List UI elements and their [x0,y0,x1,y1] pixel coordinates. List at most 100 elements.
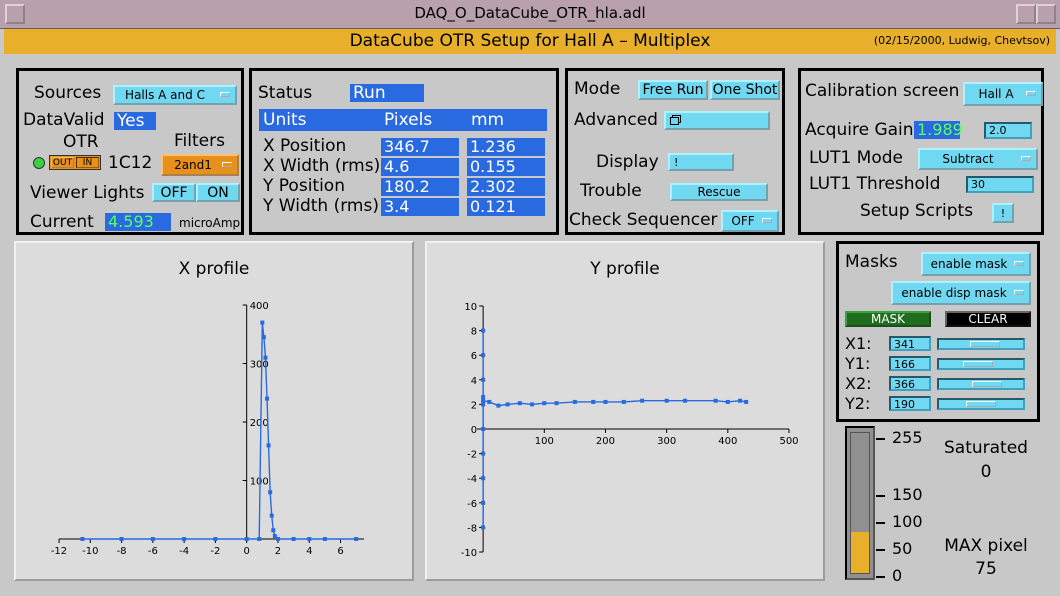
mask-row-input[interactable]: 341 [889,336,931,351]
data-point [354,537,359,541]
calibration-menu[interactable]: Hall A [963,82,1043,106]
one-shot-button[interactable]: One Shot [710,80,780,100]
status-value: Run [350,84,424,102]
otr-out-button[interactable]: OUT [51,157,74,168]
window-titlebar[interactable]: DAQ_O_DataCube_OTR_hla.adl [0,0,1060,29]
y-profile-plot: Y profile 100 200 300 400 500 -10 -8 -6 -4 -2 0 2 4 6… [425,241,825,581]
x-tick-label: 6 [337,546,343,557]
app-title: DataCube OTR Setup for Hall A – Multiple… [349,31,711,51]
masks-label: Masks [845,252,898,272]
saturation-meter-fill [850,532,870,574]
menu-indicator-icon [762,218,772,223]
menu-indicator-icon [1021,156,1031,161]
data-point [322,537,327,541]
status-label: Status [258,83,313,103]
related-display-icon [670,116,679,125]
lut1-threshold-input[interactable]: 30 [966,176,1034,193]
datavalid-label: DataValid [23,110,105,130]
sources-menu[interactable]: Halls A and C [113,85,237,105]
otr-toggle[interactable]: OUT IN [49,155,101,170]
lut1-mode-label: LUT1 Mode [809,148,903,168]
x-tick-label: 100 [535,436,554,447]
row-mm: 1.236 [467,138,545,156]
check-sequencer-menu[interactable]: OFF [721,210,779,232]
y-tick-label: -8 [467,523,477,534]
minimize-button[interactable] [1016,4,1036,24]
meter-tick [876,494,885,497]
slider-knob[interactable] [963,361,994,367]
lut1-threshold-label: LUT1 Threshold [809,174,941,194]
data-point [213,537,218,541]
meter-tick-label: 100 [892,511,923,531]
lut1-mode-menu[interactable]: Subtract [918,148,1038,170]
saturation-meter [845,426,875,580]
enable-disp-mask-menu[interactable]: enable disp mask [891,281,1031,305]
masks-panel: Masks enable mask enable disp mask MASK … [836,241,1040,422]
meter-tick-label: 255 [892,428,923,447]
setup-scripts-button[interactable]: ! [992,203,1014,223]
data-point [640,398,645,403]
mask-button[interactable]: MASK [845,311,931,327]
sources-value: Halls A and C [125,88,205,102]
data-point [505,402,510,407]
mask-row-slider[interactable] [937,398,1025,410]
col-pixels: Pixels [384,110,433,130]
data-point [530,402,535,407]
x-tick-label: 200 [596,436,615,447]
slider-knob[interactable] [970,341,1001,347]
current-value: 4.593 [105,213,171,231]
rescue-button[interactable]: Rescue [670,183,768,201]
data-point [517,401,522,406]
y-tick-label: -6 [467,499,477,510]
window-menu-button[interactable] [5,4,25,24]
x-profile-title: X profile [178,259,250,279]
check-sequencer-label: Check Sequencer [569,210,718,230]
mask-row-slider[interactable] [937,338,1025,350]
filters-menu[interactable]: 2and1 [161,154,239,176]
y-tick-label: 300 [250,360,269,371]
y-tick-label: 2 [471,400,477,411]
meter-tick [876,438,885,440]
calibration-value: Hall A [978,87,1014,101]
y-profile-chart: 100 200 300 400 500 -10 -8 -6 -4 -2 0 2 4 6 8 10 [461,302,799,559]
mask-row-input[interactable]: 166 [889,356,931,371]
data-point [621,399,626,404]
datavalid-value: Yes [114,112,156,130]
x-tick-label: 300 [657,436,676,447]
otr-in-button[interactable]: IN [76,157,99,168]
mask-row-label: Y2: [845,394,871,413]
viewer-on-button[interactable]: ON [196,183,240,202]
free-run-button[interactable]: Free Run [638,80,708,100]
enable-mask-menu[interactable]: enable mask [921,252,1031,276]
y-tick-label: 400 [250,301,269,312]
acquire-gain-input[interactable]: 2.0 [984,122,1032,139]
max-pixel-label: MAX pixel [944,536,1028,556]
mask-row-slider[interactable] [937,378,1025,390]
y-tick-label: -10 [461,548,477,559]
data-point [481,377,486,382]
mask-row-input[interactable]: 190 [889,396,931,411]
viewer-off-button[interactable]: OFF [152,183,196,202]
row-pixels: 3.4 [381,198,459,216]
menu-indicator-icon [220,92,230,97]
advanced-button[interactable] [664,111,770,130]
meter-tick [876,548,885,551]
data-point [683,398,687,403]
data-point [591,399,596,404]
y-tick-label: -2 [467,450,477,461]
menu-indicator-icon [1014,290,1024,295]
acquire-gain-label: Acquire Gain [805,120,914,140]
data-point [713,398,718,403]
display-button[interactable]: ! [668,153,734,171]
slider-knob[interactable] [972,381,1003,387]
clear-button[interactable]: CLEAR [945,311,1031,327]
x-profile-plot: X profile -12 -10 -8 -6 -4 -2 0 2 4 6 100 200 300 400 [14,241,414,581]
data-point [481,395,486,400]
mask-row-slider[interactable] [937,358,1025,370]
maximize-button[interactable] [1036,4,1056,24]
mask-row-input[interactable]: 366 [889,376,931,391]
slider-knob[interactable] [966,401,996,407]
y-tick-label: 8 [471,327,477,338]
filters-value: 2and1 [174,158,212,172]
status-table-header: Units Pixels mm [259,109,547,131]
